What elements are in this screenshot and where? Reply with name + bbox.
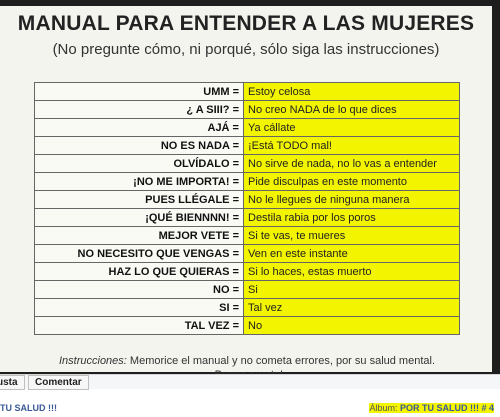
album-name-link[interactable]: POR TU SALUD !!! # 4 [399, 403, 494, 413]
term-cell: NO ES NADA = [34, 136, 244, 155]
term-cell: MEJOR VETE = [34, 226, 244, 245]
term-cell: HAZ LO QUE QUIERAS = [34, 262, 244, 281]
meaning-cell: No le llegues de ninguna manera [243, 190, 460, 209]
poster-title: MANUAL PARA ENTENDER A LAS MUJERES [17, 12, 475, 35]
instructions-text: Memorice el manual y no cometa errores, … [129, 355, 435, 367]
table-row: NO = Si [34, 280, 460, 299]
meaning-cell: Ven en este instante [243, 244, 460, 263]
table-row: NO ES NADA = ¡Está TODO mal! [34, 136, 460, 155]
term-cell: UMM = [34, 82, 244, 101]
term-cell: TAL VEZ = [34, 316, 244, 335]
term-cell: NO = [34, 280, 244, 299]
manual-poster: MANUAL PARA ENTENDER A LAS MUJERES (No p… [0, 6, 492, 381]
album-label: Álbum: [369, 403, 398, 413]
term-cell: ¡QUÉ BIENNNN! = [34, 208, 244, 227]
table-row: TAL VEZ = No [34, 316, 460, 335]
album-link-left[interactable]: TU SALUD !!! [0, 403, 57, 413]
term-cell: ¿ A SIII? = [34, 100, 244, 119]
table-row: ¡QUÉ BIENNNN! = Destila rabia por los por… [34, 208, 460, 227]
meaning-cell: Si te vas, te mueres [243, 226, 460, 245]
table-row: ¿ A SIII? = No creo NADA de lo que dices [34, 100, 460, 119]
meaning-table: UMM = Estoy celosa ¿ A SIII? = No creo NADA… [34, 82, 460, 335]
meaning-cell: Ya cállate [243, 118, 460, 137]
comment-button[interactable]: Comentar [28, 375, 89, 390]
poster-subtitle: (No pregunte cómo, ni porqué, sólo siga … [52, 41, 440, 58]
meaning-cell: Tal vez [243, 298, 460, 317]
table-row: AJÁ = Ya cállate [34, 118, 460, 137]
table-row: MEJOR VETE = Si te vas, te mueres [34, 226, 460, 245]
meaning-cell: Destila rabia por los poros [243, 208, 460, 227]
meaning-cell: No [243, 316, 460, 335]
meaning-cell: Estoy celosa [243, 82, 460, 101]
table-row: NO NECESITO QUE VENGAS = Ven en este inst… [34, 244, 460, 263]
meaning-cell: Pide disculpas en este momento [243, 172, 460, 191]
table-row: UMM = Estoy celosa [34, 82, 460, 101]
meaning-cell: No creo NADA de lo que dices [243, 100, 460, 119]
term-cell: OLVÍDALO = [34, 154, 244, 173]
meaning-cell: Si [243, 280, 460, 299]
instructions-label: Instrucciones: [58, 355, 127, 367]
table-row: HAZ LO QUE QUIERAS = Si lo haces, estas m… [34, 262, 460, 281]
album-info: Álbum: POR TU SALUD !!! # 4 [369, 403, 494, 413]
term-cell: SI = [34, 298, 244, 317]
meaning-cell: ¡Está TODO mal! [243, 136, 460, 155]
term-cell: NO NECESITO QUE VENGAS = [34, 244, 244, 263]
term-cell: ¡NO ME IMPORTA! = [34, 172, 244, 191]
table-row: PUES LLÉGALE = No le llegues de ninguna m… [34, 190, 460, 209]
album-footer: TU SALUD !!! Álbum: POR TU SALUD !!! # 4 [0, 401, 500, 417]
table-row: ¡NO ME IMPORTA! = Pide disculpas en este … [34, 172, 460, 191]
meaning-cell: Si lo haces, estas muerto [243, 262, 460, 281]
like-button[interactable]: usta [0, 375, 25, 390]
table-row: SI = Tal vez [34, 298, 460, 317]
term-cell: PUES LLÉGALE = [34, 190, 244, 209]
term-cell: AJÁ = [34, 118, 244, 137]
photo-actions-bar: usta Comentar [0, 374, 500, 390]
photo[interactable]: MANUAL PARA ENTENDER A LAS MUJERES (No p… [0, 0, 500, 381]
meaning-cell: No sirve de nada, no lo vas a entender [243, 154, 460, 173]
table-row: OLVÍDALO = No sirve de nada, no lo vas a … [34, 154, 460, 173]
